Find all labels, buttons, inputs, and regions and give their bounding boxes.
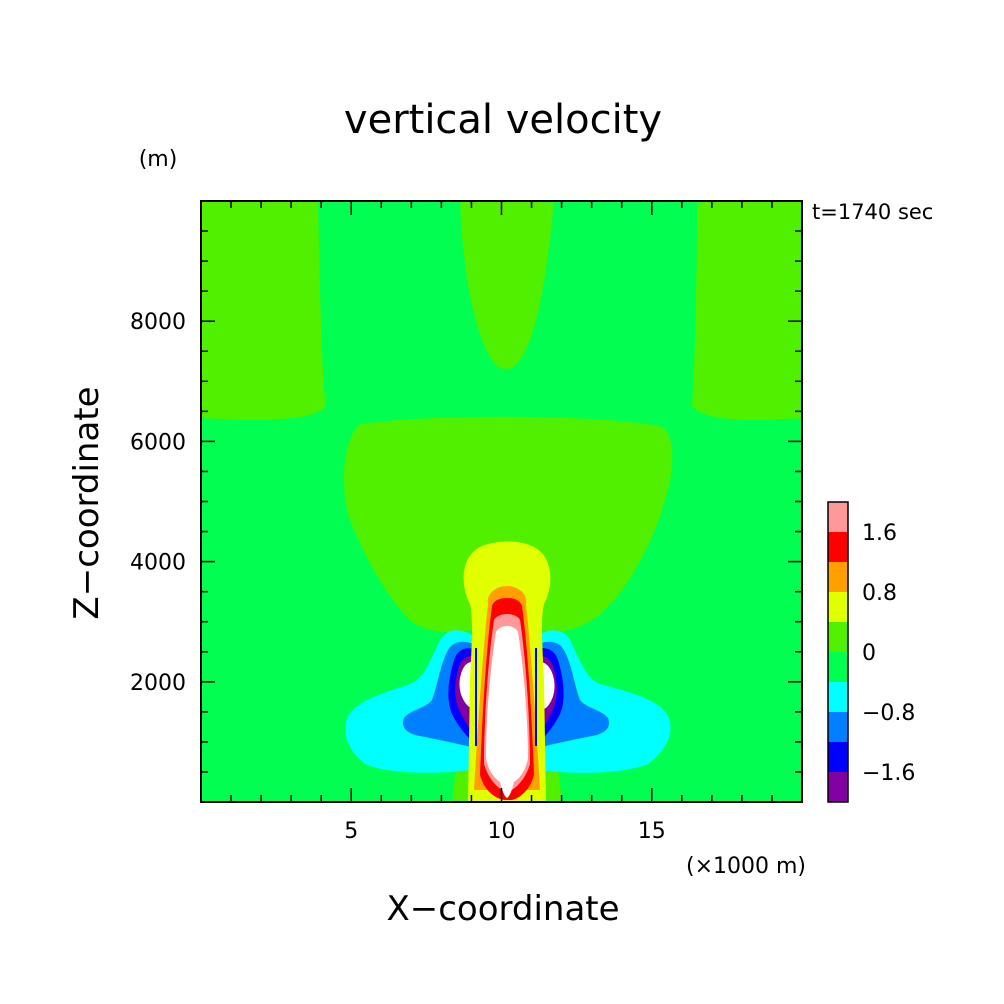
field-region-left-upper <box>201 201 326 420</box>
colorbar-tick-label: 1.6 <box>862 521 897 546</box>
plot-area <box>200 200 803 803</box>
field-region-updraft-white <box>486 626 528 798</box>
y-tick-label: 4000 <box>130 551 186 576</box>
colorbar-tick-label: 0 <box>862 641 876 666</box>
colorbar-tick-label: −0.8 <box>862 701 915 726</box>
colorbar-swatch <box>828 562 848 592</box>
x-tick-label: 5 <box>344 819 358 844</box>
colorbar-swatch <box>828 622 848 652</box>
colorbar-frame <box>827 501 849 803</box>
y-unit-label: (m) <box>139 147 178 172</box>
x-tick-label: 10 <box>488 819 516 844</box>
chart-title: vertical velocity <box>344 97 662 143</box>
colorbar-swatch <box>828 592 848 622</box>
colorbar-tick-label: −1.6 <box>862 761 915 786</box>
x-axis-label: X−coordinate <box>386 889 619 929</box>
colorbar-swatch <box>828 742 848 772</box>
y-tick-label: 2000 <box>130 671 186 696</box>
axis-ticks <box>201 201 802 802</box>
colorbar-swatch <box>828 652 848 682</box>
y-tick-label: 8000 <box>130 310 186 335</box>
colorbar <box>827 501 849 803</box>
colorbar-labels: −1.6 −0.8 0 0.8 1.6 <box>862 521 915 786</box>
y-axis-label: Z−coordinate <box>67 386 107 619</box>
y-tick-labels: 2000 4000 6000 8000 <box>130 310 186 696</box>
field-region-right-upper <box>692 201 802 420</box>
x-tick-labels: 5 10 15 <box>344 819 666 844</box>
x-tick-label: 15 <box>638 819 666 844</box>
colorbar-swatch <box>828 712 848 742</box>
field-region-central-bell <box>344 416 673 633</box>
colorbar-tick-label: 0.8 <box>862 581 897 606</box>
time-label: t=1740 sec <box>812 200 933 224</box>
colorbar-swatch <box>828 682 848 712</box>
y-tick-label: 6000 <box>130 430 186 455</box>
colorbar-swatch <box>828 772 848 802</box>
colorbar-swatch <box>828 502 848 532</box>
field-region-center-upper <box>460 201 554 369</box>
x-unit-label: (×1000 m) <box>686 854 806 879</box>
colorbar-swatch <box>828 532 848 562</box>
